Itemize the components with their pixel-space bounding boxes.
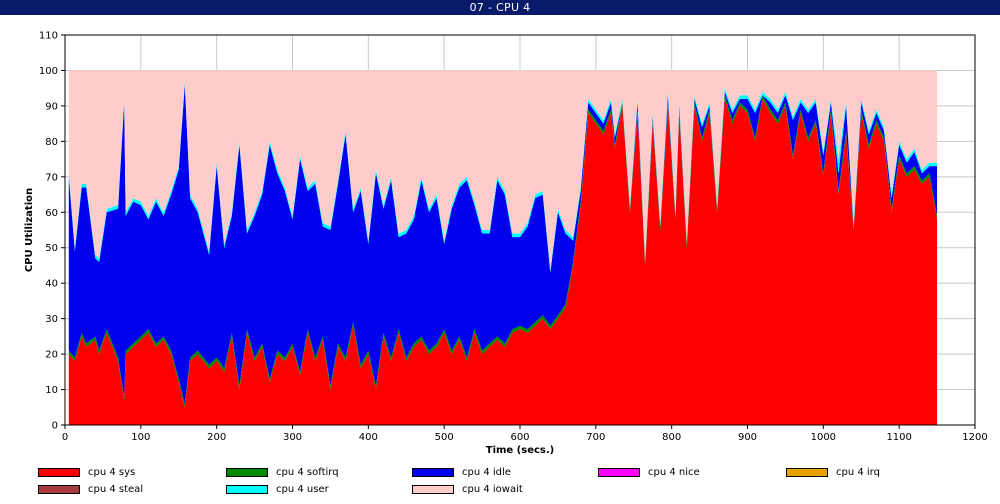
x-tick-label: 1000: [811, 432, 836, 443]
area-cpu-4-user: [68, 81, 938, 273]
x-tick-label: 600: [510, 432, 529, 443]
y-tick-label: 50: [45, 243, 58, 254]
legend-item: cpu 4 user: [226, 482, 329, 496]
legend-item: cpu 4 softirq: [226, 465, 339, 479]
legend-swatch: [226, 484, 268, 494]
x-axis-ticks: 0 100 200 300 400 500 600 700 800 900 1000 1100 1200: [62, 425, 988, 443]
y-axis-ticks: 0 10 20 30 40 50 60 70 80 90 100 110: [39, 31, 65, 432]
legend-label: cpu 4 iowait: [462, 483, 523, 495]
legend-item: cpu 4 irq: [786, 465, 880, 479]
y-tick-label: 60: [45, 208, 58, 219]
legend-swatch: [38, 484, 80, 494]
y-tick-label: 20: [45, 350, 58, 361]
y-tick-label: 110: [39, 31, 58, 42]
y-tick-label: 70: [45, 172, 58, 183]
x-tick-label: 0: [62, 432, 68, 443]
x-axis-label: Time (secs.): [486, 445, 555, 456]
legend-item: cpu 4 nice: [598, 465, 700, 479]
y-tick-label: 80: [45, 137, 58, 148]
legend-label: cpu 4 softirq: [276, 466, 339, 478]
y-tick-label: 30: [45, 314, 58, 325]
legend-label: cpu 4 idle: [462, 466, 511, 478]
legend-swatch: [38, 467, 80, 477]
legend-label: cpu 4 irq: [836, 466, 880, 478]
legend-swatch: [598, 467, 640, 477]
y-tick-label: 0: [52, 421, 58, 432]
area-cpu-4-idle: [68, 84, 938, 404]
x-tick-label: 200: [207, 432, 226, 443]
y-tick-label: 10: [45, 385, 58, 396]
y-tick-label: 100: [39, 66, 58, 77]
area-cpu-4-softirq: [68, 95, 938, 408]
x-tick-label: 400: [359, 432, 378, 443]
x-tick-label: 500: [435, 432, 454, 443]
legend-item: cpu 4 idle: [412, 465, 511, 479]
legend-item: cpu 4 sys: [38, 465, 135, 479]
y-tick-label: 90: [45, 101, 58, 112]
x-tick-label: 1100: [886, 432, 911, 443]
x-tick-label: 800: [662, 432, 681, 443]
legend-label: cpu 4 steal: [88, 483, 144, 495]
legend-swatch: [412, 467, 454, 477]
legend-label: cpu 4 user: [276, 483, 329, 495]
area-cpu-4-iowait: [68, 70, 938, 269]
legend-item: cpu 4 iowait: [412, 482, 523, 496]
x-tick-label: 700: [586, 432, 605, 443]
x-tick-label: 900: [738, 432, 757, 443]
y-tick-label: 40: [45, 279, 58, 290]
x-tick-label: 100: [131, 432, 150, 443]
legend-swatch: [786, 467, 828, 477]
legend-swatch: [412, 484, 454, 494]
area-cpu-4-sys: [68, 98, 938, 426]
legend-swatch: [226, 467, 268, 477]
legend-label: cpu 4 sys: [88, 466, 136, 478]
legend-item: cpu 4 steal: [38, 482, 143, 496]
chart-legend: cpu 4 sys cpu 4 softirq cpu 4 idle cpu 4 ni…: [0, 462, 1000, 504]
x-tick-label: 300: [283, 432, 302, 443]
chart-window-title: 07 - CPU 4: [0, 0, 1000, 15]
y-axis-label: CPU Utilization: [24, 188, 35, 272]
x-tick-label: 1200: [962, 432, 987, 443]
cpu-utilization-chart: 0 100 200 300 400 500 600 700 800 900 1000 1100 1200…: [24, 31, 988, 457]
legend-label: cpu 4 nice: [648, 466, 700, 478]
stacked-areas: [68, 70, 938, 426]
